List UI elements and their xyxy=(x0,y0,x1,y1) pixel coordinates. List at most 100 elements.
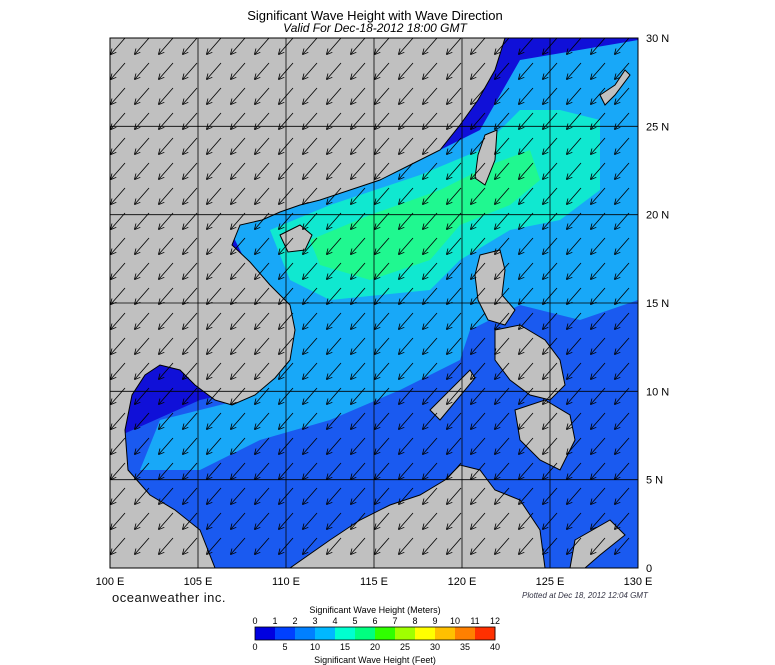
wave-arrow xyxy=(375,262,390,279)
wave-arrow xyxy=(615,187,630,204)
wave-arrow xyxy=(351,312,366,329)
wave-arrow xyxy=(567,287,582,304)
wave-arrow xyxy=(351,62,366,79)
wave-arrow xyxy=(399,162,414,179)
wave-arrow xyxy=(447,537,462,554)
wave-arrow xyxy=(231,38,246,54)
wave-arrow xyxy=(615,537,630,554)
wave-arrow xyxy=(495,237,510,254)
wave-arrow xyxy=(447,412,462,429)
wave-arrow xyxy=(111,537,126,554)
wave-arrow xyxy=(591,137,606,154)
wave-arrow xyxy=(351,287,366,304)
wave-arrow xyxy=(423,437,438,454)
feet-tick-label: 30 xyxy=(429,642,441,652)
wave-arrow xyxy=(159,362,174,379)
wave-arrow xyxy=(423,337,438,354)
wave-arrow xyxy=(615,87,630,104)
wave-arrow xyxy=(327,237,342,254)
wave-arrow xyxy=(303,137,318,154)
wave-arrow xyxy=(255,287,270,304)
wave-arrow xyxy=(519,512,534,529)
wave-arrow xyxy=(231,287,246,304)
wave-arrow xyxy=(231,237,246,254)
wave-arrow xyxy=(471,187,486,204)
wave-arrow xyxy=(183,187,198,204)
wave-arrow xyxy=(135,237,150,254)
wave-arrow xyxy=(519,212,534,229)
wave-arrow xyxy=(375,62,390,79)
longitude-label: 110 E xyxy=(272,576,300,588)
wave-arrow xyxy=(615,387,630,404)
meters-tick-label: 10 xyxy=(449,616,461,626)
wave-arrow xyxy=(207,387,222,404)
wave-arrow xyxy=(207,537,222,554)
wave-arrow xyxy=(183,437,198,454)
luzon-island xyxy=(474,249,516,326)
wave-arrow xyxy=(303,162,318,179)
wave-arrow xyxy=(303,362,318,379)
wave-arrow xyxy=(255,237,270,254)
wave-arrow xyxy=(183,38,198,54)
wave-arrow xyxy=(471,262,486,279)
wave-arrow xyxy=(135,462,150,479)
wave-arrow xyxy=(495,287,510,304)
ryukyu-islands xyxy=(599,69,631,106)
meters-tick-label: 4 xyxy=(332,616,338,626)
wave-arrow xyxy=(399,62,414,79)
wave-arrow xyxy=(423,87,438,104)
wave-arrow xyxy=(519,187,534,204)
wave-arrow xyxy=(327,312,342,329)
wave-arrow xyxy=(327,262,342,279)
wave-arrow xyxy=(159,237,174,254)
wave-arrow xyxy=(567,487,582,504)
wave-arrow xyxy=(495,387,510,404)
meters-tick-label: 3 xyxy=(312,616,318,626)
wave-arrow xyxy=(255,162,270,179)
wave-arrow xyxy=(135,62,150,79)
wave-arrow xyxy=(519,237,534,254)
wave-arrow xyxy=(447,512,462,529)
wave-arrow xyxy=(471,137,486,154)
wave-arrow xyxy=(519,137,534,154)
wave-arrow xyxy=(591,287,606,304)
wave-arrow xyxy=(159,187,174,204)
wave-arrow xyxy=(519,362,534,379)
wave-arrow xyxy=(447,237,462,254)
wave-arrow xyxy=(159,512,174,529)
wave-arrow xyxy=(519,62,534,79)
wave-arrow xyxy=(303,387,318,404)
wave-arrow xyxy=(111,312,126,329)
wave-arrow xyxy=(399,362,414,379)
wave-arrow xyxy=(375,137,390,154)
plotted-timestamp: Plotted at Dec 18, 2012 12:04 GMT xyxy=(522,591,648,600)
feet-tick-label: 10 xyxy=(309,642,321,652)
wave-arrow xyxy=(183,362,198,379)
wave-arrow xyxy=(111,162,126,179)
wave-arrow xyxy=(111,187,126,204)
wave-arrow xyxy=(471,162,486,179)
wave-arrow xyxy=(111,412,126,429)
wave-arrow xyxy=(303,437,318,454)
wave-arrow xyxy=(135,137,150,154)
wave-arrow xyxy=(255,337,270,354)
wave-arrow xyxy=(111,287,126,304)
wave-arrow xyxy=(207,487,222,504)
wave-arrow xyxy=(327,287,342,304)
wave-arrow xyxy=(447,187,462,204)
wave-arrow xyxy=(207,262,222,279)
map-frame xyxy=(109,37,639,569)
meters-tick-label: 1 xyxy=(272,616,278,626)
wave-arrow xyxy=(207,437,222,454)
wave-arrow xyxy=(375,437,390,454)
wave-arrow xyxy=(423,137,438,154)
wave-arrow xyxy=(423,512,438,529)
wave-arrow xyxy=(567,462,582,479)
wave-arrow xyxy=(399,262,414,279)
wave-arrow xyxy=(471,462,486,479)
wave-arrow xyxy=(303,38,318,54)
wave-arrow xyxy=(135,337,150,354)
wave-arrow xyxy=(399,462,414,479)
feet-tick-label: 5 xyxy=(282,642,288,652)
wave-arrow xyxy=(231,87,246,104)
